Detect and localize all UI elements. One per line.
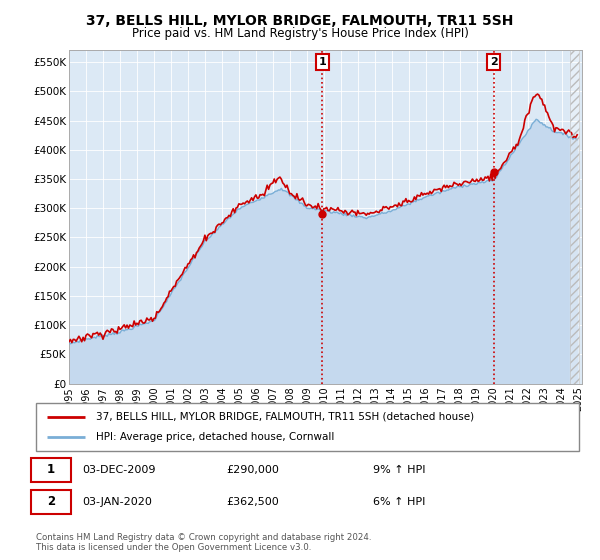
Text: 1: 1 — [319, 57, 326, 67]
FancyBboxPatch shape — [36, 403, 579, 451]
Text: 03-JAN-2020: 03-JAN-2020 — [82, 497, 152, 507]
Text: 1: 1 — [47, 463, 55, 476]
FancyBboxPatch shape — [31, 490, 71, 514]
Polygon shape — [570, 50, 578, 384]
Text: HPI: Average price, detached house, Cornwall: HPI: Average price, detached house, Corn… — [96, 432, 334, 442]
Text: 37, BELLS HILL, MYLOR BRIDGE, FALMOUTH, TR11 5SH: 37, BELLS HILL, MYLOR BRIDGE, FALMOUTH, … — [86, 14, 514, 28]
Text: 9% ↑ HPI: 9% ↑ HPI — [373, 465, 425, 475]
Text: 2: 2 — [47, 496, 55, 508]
Text: 2: 2 — [490, 57, 497, 67]
Text: 37, BELLS HILL, MYLOR BRIDGE, FALMOUTH, TR11 5SH (detached house): 37, BELLS HILL, MYLOR BRIDGE, FALMOUTH, … — [96, 412, 474, 422]
Text: 6% ↑ HPI: 6% ↑ HPI — [373, 497, 425, 507]
Text: Contains HM Land Registry data © Crown copyright and database right 2024.: Contains HM Land Registry data © Crown c… — [36, 533, 371, 542]
Text: 03-DEC-2009: 03-DEC-2009 — [82, 465, 155, 475]
Text: This data is licensed under the Open Government Licence v3.0.: This data is licensed under the Open Gov… — [36, 543, 311, 552]
FancyBboxPatch shape — [31, 458, 71, 482]
Text: £290,000: £290,000 — [226, 465, 279, 475]
Text: £362,500: £362,500 — [226, 497, 279, 507]
Text: Price paid vs. HM Land Registry's House Price Index (HPI): Price paid vs. HM Land Registry's House … — [131, 27, 469, 40]
